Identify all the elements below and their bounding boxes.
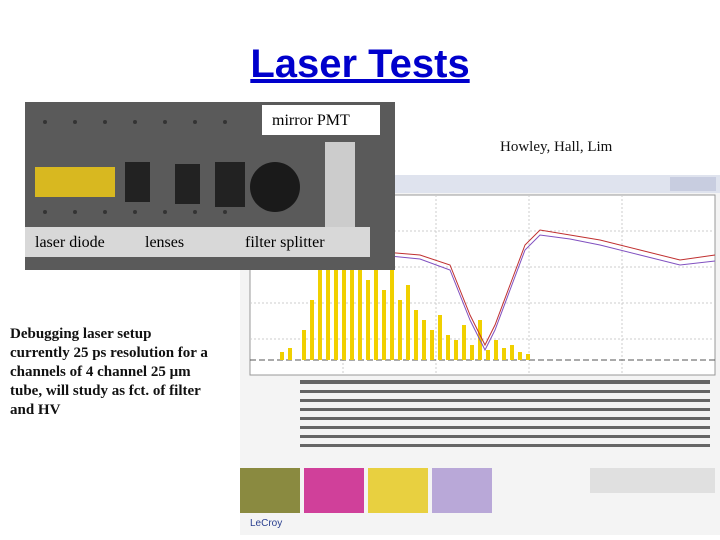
photo-label: filter splitter [245,234,325,251]
scope-brand: LeCroy [250,518,283,529]
body-line: tube, will study as fct. of filter [10,383,201,399]
photo-label: laser diode [35,234,105,251]
slide-title: Laser Tests [250,42,470,86]
setup-photo: mirror PMT laser diode lenses filter spl… [25,102,395,270]
body-text: Debugging laser setup currently 25 ps re… [10,325,260,420]
photo-label: mirror PMT [272,112,350,129]
authors: Howley, Hall, Lim [500,139,613,155]
body-line: and HV [10,402,61,418]
body-line: Debugging laser setup [10,326,152,342]
oscilloscope-screenshot [240,175,720,535]
body-line: channels of 4 channel 25 μm [10,364,191,380]
photo-label: lenses [145,234,185,251]
photo-image [25,102,395,270]
body-line: currently 25 ps resolution for a [10,345,208,361]
